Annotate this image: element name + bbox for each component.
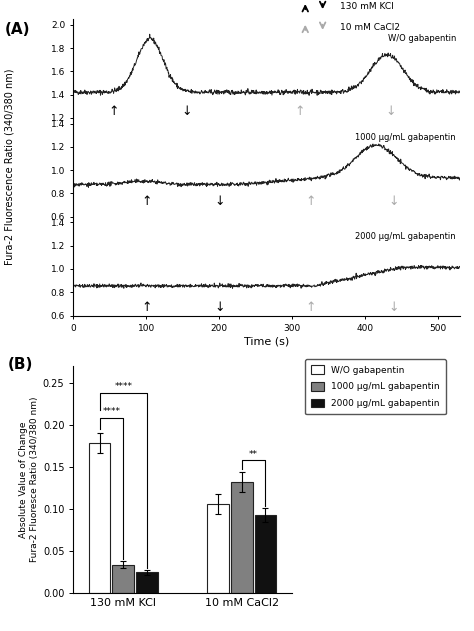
Text: 1000 μg/mL gabapentin: 1000 μg/mL gabapentin bbox=[356, 133, 456, 142]
Text: ****: **** bbox=[114, 382, 132, 391]
Text: Fura-2 Fluorescence Ratio (340/380 nm): Fura-2 Fluorescence Ratio (340/380 nm) bbox=[4, 69, 15, 266]
Bar bbox=[112, 565, 134, 593]
Text: 10 mM CaCl2: 10 mM CaCl2 bbox=[340, 23, 400, 32]
Y-axis label: Absolute Value of Change
Fura-2 Fluoresce Ratio (340/380 nm): Absolute Value of Change Fura-2 Fluoresc… bbox=[19, 397, 39, 562]
Text: ↑: ↑ bbox=[294, 105, 305, 119]
Bar bbox=[89, 444, 110, 593]
Text: **: ** bbox=[249, 449, 258, 459]
Text: ↓: ↓ bbox=[214, 301, 225, 314]
Text: ****: **** bbox=[102, 408, 120, 416]
Text: (A): (A) bbox=[5, 22, 30, 37]
Legend: W/O gabapentin, 1000 μg/mL gabapentin, 2000 μg/mL gabapentin: W/O gabapentin, 1000 μg/mL gabapentin, 2… bbox=[305, 359, 446, 415]
Text: (B): (B) bbox=[8, 357, 34, 372]
Bar bbox=[136, 572, 158, 593]
Text: ↑: ↑ bbox=[108, 105, 119, 119]
Text: W/O gabapentin: W/O gabapentin bbox=[388, 34, 456, 43]
Bar bbox=[231, 482, 253, 593]
Text: ↓: ↓ bbox=[389, 195, 400, 208]
Text: ↓: ↓ bbox=[389, 301, 400, 314]
Bar bbox=[207, 504, 229, 593]
Text: ↓: ↓ bbox=[181, 105, 191, 119]
X-axis label: Time (s): Time (s) bbox=[244, 337, 289, 347]
Text: ↑: ↑ bbox=[141, 301, 152, 314]
Bar bbox=[255, 515, 276, 593]
Text: ↓: ↓ bbox=[385, 105, 396, 119]
Text: ↑: ↑ bbox=[305, 301, 316, 314]
Text: 130 mM KCl: 130 mM KCl bbox=[340, 2, 394, 11]
Text: 2000 μg/mL gabapentin: 2000 μg/mL gabapentin bbox=[356, 232, 456, 241]
Text: ↑: ↑ bbox=[141, 195, 152, 208]
Text: ↓: ↓ bbox=[214, 195, 225, 208]
Text: ↑: ↑ bbox=[305, 195, 316, 208]
